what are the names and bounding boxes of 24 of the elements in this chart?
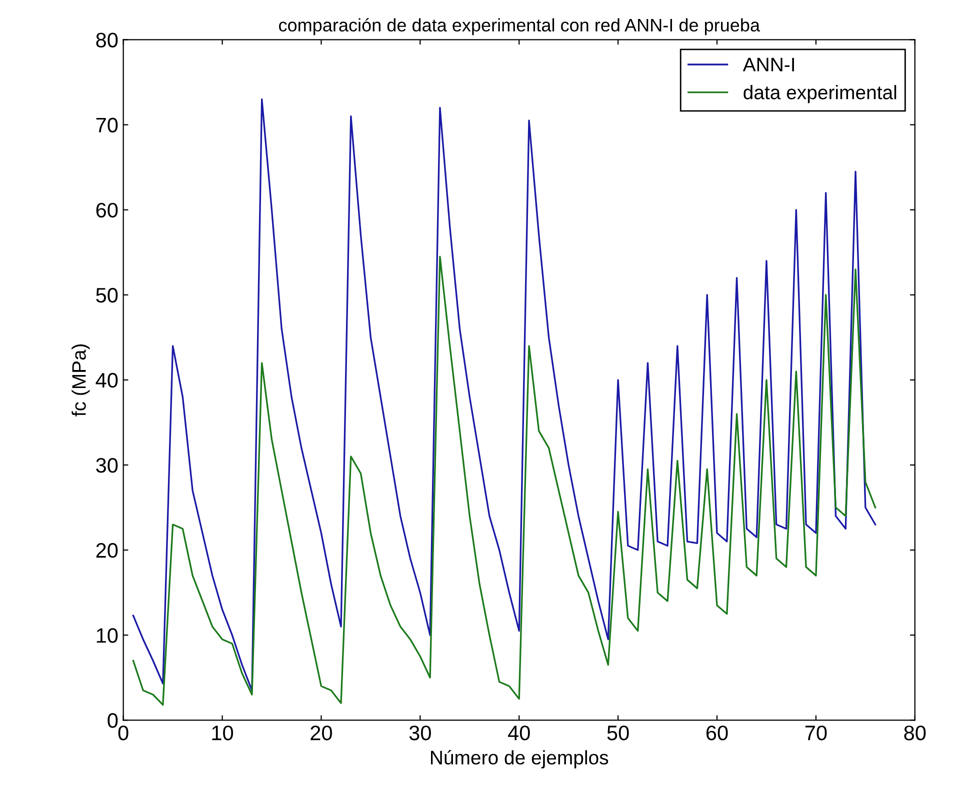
x-tick-label: 10 [212, 726, 234, 740]
y-tick-label: 50 [96, 288, 118, 303]
y-tick-label: 20 [96, 543, 118, 558]
y-axis-title: fc (MPa) [72, 344, 90, 416]
y-tick-label: 80 [96, 32, 118, 48]
y-tick-label: 40 [96, 372, 118, 388]
line-series [132, 256, 876, 706]
x-tick-label: 20 [310, 726, 332, 740]
x-tick-label: 40 [508, 726, 530, 740]
y-tick-label: 30 [96, 458, 118, 473]
y-tick-label: 60 [96, 202, 118, 218]
y-tick-label: 0 [108, 713, 118, 728]
x-tick-label: 30 [409, 726, 431, 740]
x-tick-label: 60 [706, 726, 728, 740]
x-tick-label: 50 [607, 726, 629, 740]
x-tick-label: 0 [118, 726, 128, 740]
x-tick-label: 80 [904, 726, 926, 740]
y-tick-label: 10 [96, 628, 118, 643]
legend-label: ANN-I [742, 58, 794, 72]
y-tick-label: 70 [96, 118, 118, 133]
x-axis-title: Número de ejemplos [431, 750, 608, 768]
legend-label: data experimental [744, 85, 896, 104]
chart-title: comparación de data experimental con red ANN-I de prueba [279, 18, 760, 36]
x-tick-label: 70 [805, 726, 827, 740]
